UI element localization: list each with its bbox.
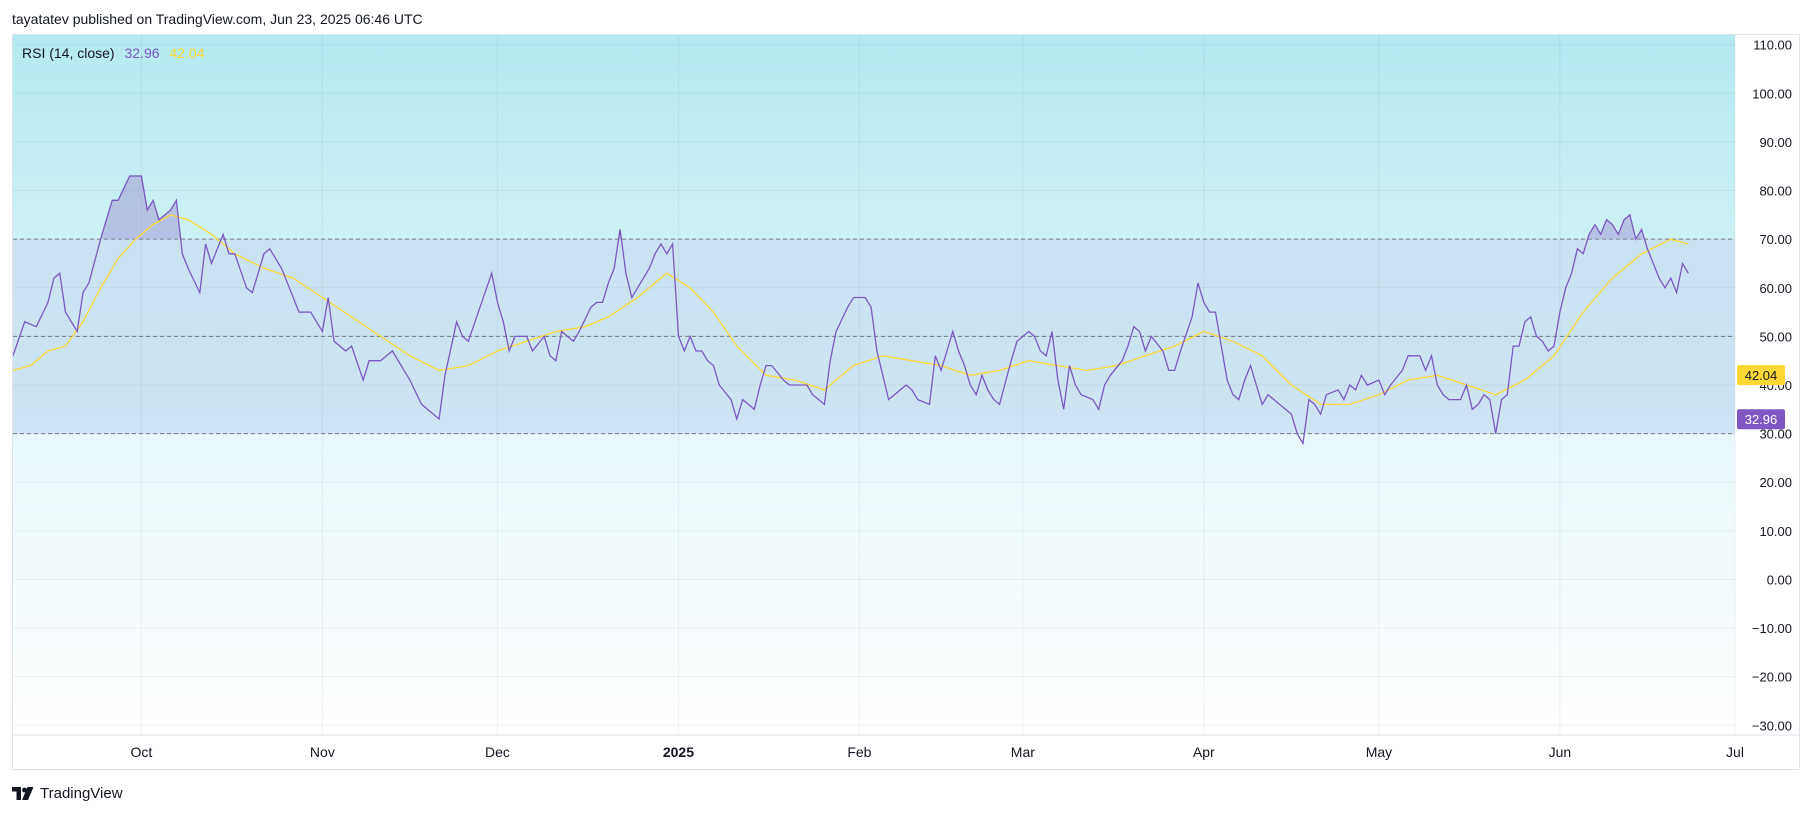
x-tick-label: Jun [1549,744,1572,760]
brand-name: TradingView [40,784,123,802]
footer-brand[interactable]: TradingView [12,782,123,804]
x-tick-label: Mar [1011,744,1035,760]
x-tick-label: Apr [1193,744,1215,760]
x-tick-label: Oct [131,744,153,760]
indicator-legend[interactable]: RSI (14, close) 32.96 42.04 [22,45,210,61]
y-tick-label: 90.00 [1759,135,1792,150]
published-by-text: tayatatev published on TradingView.com, … [12,11,423,27]
tradingview-logo-icon [12,786,34,800]
y-tick-label: −10.00 [1752,621,1792,636]
y-tick-label: −30.00 [1752,718,1792,733]
x-tick-label: Dec [485,744,510,760]
x-tick-label: Nov [310,744,335,760]
ma-value-badge: 42.04 [1745,368,1778,383]
rsi-ma-line [13,214,1689,406]
y-tick-label: 60.00 [1759,281,1792,296]
y-tick-label: 50.00 [1759,329,1792,344]
x-tick-label: 2025 [663,744,694,760]
x-axis[interactable]: Oct Nov Dec 2025 Feb Mar Apr May Jun Jul [131,744,1744,760]
x-tick-label: Jul [1726,744,1744,760]
y-tick-label: 0.00 [1767,572,1792,587]
reference-lines [13,238,1735,435]
rsi-value-badge-bg [1737,409,1785,430]
y-tick-label: 70.00 [1759,232,1792,247]
legend-ma-value: 42.04 [169,45,205,61]
y-axis[interactable]: 110.00100.0090.0080.0070.0060.0050.0040.… [1752,38,1792,734]
y-tick-label: −20.00 [1752,670,1792,685]
rsi-value-badge: 32.96 [1745,412,1778,427]
price-badges: 42.04 32.96 [1737,365,1785,430]
legend-rsi-value: 32.96 [124,45,160,61]
x-tick-label: May [1366,744,1392,760]
chart-pane[interactable]: 110.00 100.00 90.00 80.00 70.00 60.00 50.00 40.… [12,34,1800,770]
rsi-chart[interactable]: 110.00100.0090.0080.0070.0060.0050.0040.… [13,35,1799,769]
y-tick-label: 110.00 [1753,38,1792,53]
rsi-line [13,175,1689,446]
indicator-label: RSI (14, close) [22,45,115,61]
y-tick-label: 10.00 [1759,524,1792,539]
x-tick-label: Feb [847,744,871,760]
ma-value-badge-bg [1737,365,1785,386]
y-tick-label: 100.00 [1752,86,1792,101]
y-tick-label: 80.00 [1759,184,1792,199]
y-tick-label: 20.00 [1759,475,1792,490]
y-tick-label: 30.00 [1759,427,1792,442]
